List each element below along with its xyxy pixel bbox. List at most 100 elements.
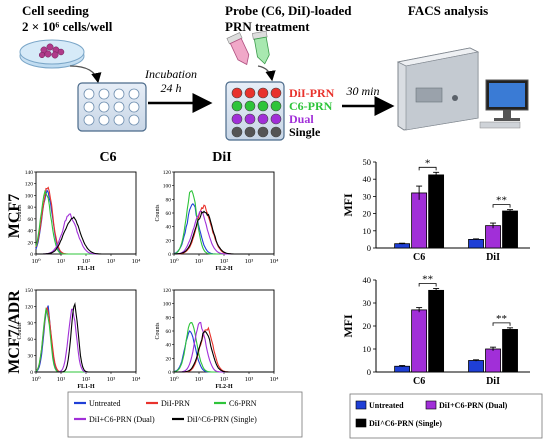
y-tick-label: 60 xyxy=(166,211,172,217)
significance-marker: ** xyxy=(496,313,507,325)
hist-col-title-dii: DiI xyxy=(212,150,231,165)
bar-c6-3 xyxy=(428,289,445,373)
x-tick-label: 10¹ xyxy=(195,258,204,265)
y-tick-label: 0 xyxy=(30,370,33,376)
significance-bracket xyxy=(418,166,437,171)
histogram-panels: C6 DiI MCF7 MCF7/ADR 0 20 40 60 80 100 120 140 C… xyxy=(6,150,279,390)
plate-label-c6-prn: C6-PRN xyxy=(289,99,333,113)
bar-dii-3 xyxy=(502,210,518,249)
bar-dii-3 xyxy=(502,329,518,373)
wait-time-label: 30 min xyxy=(346,84,380,98)
y-tick-label: 20 xyxy=(166,238,172,244)
y-tick-label: 100 xyxy=(163,302,172,308)
y-tick-label: 10 xyxy=(363,344,372,354)
histogram-curve-c6-prn xyxy=(35,307,136,373)
significance-marker: ** xyxy=(422,274,433,286)
bar-dii-2 xyxy=(485,348,501,373)
step1-title: Cell seeding xyxy=(22,3,89,18)
plate-label-dii-prn: DiI-PRN xyxy=(289,86,335,100)
incubation-label: Incubation xyxy=(144,67,197,81)
y-tick-label: 120 xyxy=(25,182,34,188)
category-label: DiI xyxy=(486,252,500,263)
y-tick-label: 20 xyxy=(363,209,372,219)
y-tick-label: 80 xyxy=(28,205,34,211)
y-tick-label: 0 xyxy=(30,252,33,258)
plate-label-single: Single xyxy=(289,125,321,139)
y-axis-label: MFI xyxy=(341,193,355,217)
step1-subtitle: 2 × 10⁶ cells/well xyxy=(22,19,113,34)
histogram-curve-c6-prn xyxy=(173,190,274,255)
bar-dii-1 xyxy=(468,238,484,249)
x-tick-label: 10² xyxy=(82,258,91,265)
x-tick-label: 10³ xyxy=(245,258,254,265)
histogram-curve-dii-c6-prn-dual- xyxy=(174,321,274,373)
x-tick-label: 10⁴ xyxy=(270,258,280,265)
bar-legend-swatch xyxy=(355,400,367,410)
legend-label: Untreated xyxy=(89,399,121,408)
bar-legend-swatch xyxy=(425,400,437,410)
y-tick-label: 60 xyxy=(166,329,172,335)
x-tick-label: 10⁴ xyxy=(132,258,142,265)
histogram-curve-dii-c6-prn-single- xyxy=(174,330,274,373)
y-tick-label: 100 xyxy=(25,193,34,199)
y-tick-label: 0 xyxy=(367,243,371,253)
y-tick-label: 40 xyxy=(363,275,372,285)
y-axis-label: Counts xyxy=(17,204,23,222)
legend-label: C6-PRN xyxy=(229,399,257,408)
bar-legend-label: Untreated xyxy=(369,401,404,410)
step2-subtitle: PRN treatment xyxy=(225,19,310,34)
histogram-panel-adr-dii: 0 20 40 60 80 100 120 Counts 10⁰ 10¹ 10² 10³ 10⁴ FL2-… xyxy=(155,288,279,390)
y-tick-label: 60 xyxy=(28,217,34,223)
step2-title: Probe (C6, DiI)-loaded xyxy=(225,3,352,18)
y-tick-label: 30 xyxy=(363,298,372,308)
y-tick-label: 30 xyxy=(363,191,372,201)
bar-dii-2 xyxy=(485,225,501,249)
y-tick-label: 20 xyxy=(363,321,372,331)
histogram-panel-mcf7-dii: 0 20 40 60 80 100 120 Counts 10⁰ 10¹ 10² 10³ 10⁴ FL2-… xyxy=(155,170,279,272)
legend-label: DiI-PRN xyxy=(161,399,190,408)
petri-dish-icon xyxy=(19,39,85,69)
incubation-time: 24 h xyxy=(161,81,182,95)
tube-to-plate-arrow xyxy=(257,65,276,82)
histogram-curve-dii-c6-prn-single- xyxy=(36,302,136,373)
y-tick-label: 100 xyxy=(163,184,172,190)
y-tick-label: 80 xyxy=(166,197,172,203)
x-tick-label: 10³ xyxy=(107,376,116,383)
y-tick-label: 140 xyxy=(25,170,34,176)
x-axis-label: FL2-H xyxy=(215,384,233,390)
y-tick-label: 30 xyxy=(28,354,34,360)
y-tick-label: 40 xyxy=(166,225,172,231)
bar-c6-1 xyxy=(394,243,411,249)
x-tick-label: 10¹ xyxy=(57,258,66,265)
dish-to-plate-arrow xyxy=(69,65,102,84)
histogram-legend: Untreated DiI-PRN C6-PRN DiI+C6-PRN (Dual) D… xyxy=(67,391,303,438)
hist-col-title-c6: C6 xyxy=(99,150,116,165)
y-tick-label: 150 xyxy=(25,288,34,294)
bar-c6-1 xyxy=(394,365,411,373)
x-tick-label: 10² xyxy=(220,376,229,383)
plate-label-dual: Dual xyxy=(289,112,314,126)
y-tick-label: 60 xyxy=(28,337,34,343)
significance-marker: * xyxy=(425,157,431,169)
well-plate-icon xyxy=(77,82,147,132)
mfi-bar-charts: 0 10 20 30 40 50 MFI C6 * DiI ** 0 10 20 30 40 MFI C6 ** Di… xyxy=(341,157,530,387)
histogram-panel-adr-c6: 0 30 60 90 120 150 Counts 10⁰ 10¹ 10² 10³ 10⁴ FL1-H xyxy=(17,288,141,390)
x-axis-label: FL2-H xyxy=(215,266,233,272)
y-tick-label: 20 xyxy=(28,240,34,246)
bar-dii-1 xyxy=(468,360,484,373)
hist-row-title-mcf7-adr: MCF7/ADR xyxy=(6,290,23,374)
treated-well-plate-icon xyxy=(225,81,285,141)
histogram-frame xyxy=(35,171,137,255)
x-tick-label: 10² xyxy=(82,376,91,383)
y-axis-label: Counts xyxy=(155,204,161,222)
y-tick-label: 40 xyxy=(363,174,372,184)
category-label: C6 xyxy=(413,376,425,387)
bar-c6-2 xyxy=(411,309,428,373)
mfi-bar-chart-1: 0 10 20 30 40 50 MFI C6 * DiI ** xyxy=(341,157,530,263)
bar-legend-label: DiI^C6-PRN (Single) xyxy=(369,419,442,428)
y-tick-label: 40 xyxy=(28,229,34,235)
category-label: C6 xyxy=(413,252,425,263)
y-axis-label: Counts xyxy=(17,322,23,340)
x-axis-label: FL1-H xyxy=(77,384,95,390)
y-tick-label: 90 xyxy=(28,321,34,327)
